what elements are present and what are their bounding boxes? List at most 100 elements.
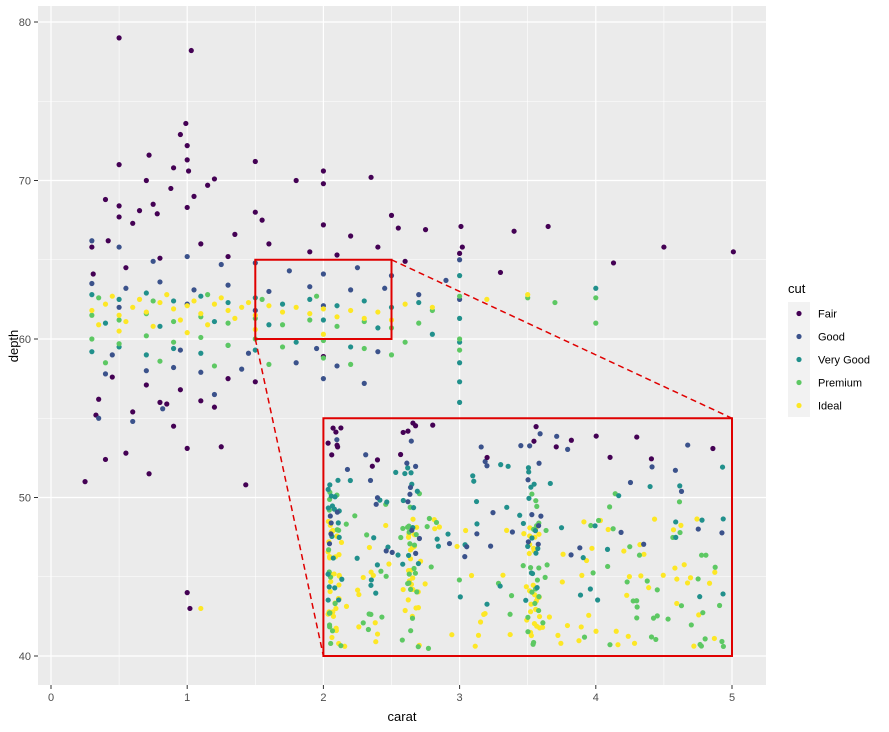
y-tick-label: 40 (19, 651, 31, 663)
inset-data-point (389, 549, 395, 556)
data-point (116, 244, 122, 250)
data-point (457, 250, 463, 257)
inset-data-point (332, 600, 338, 607)
inset-data-point (677, 483, 683, 489)
data-point (102, 301, 109, 307)
data-point (116, 35, 122, 41)
inset-data-point (673, 519, 679, 525)
data-point (293, 304, 299, 310)
inset-data-point (558, 640, 564, 646)
inset-data-point (568, 552, 574, 558)
inset-data-point (407, 484, 414, 491)
inset-data-point (684, 580, 691, 586)
inset-data-point (373, 501, 379, 507)
zoom-annotation (254, 258, 733, 657)
data-point (545, 223, 551, 230)
inset-data-point (360, 620, 366, 626)
data-point (252, 379, 258, 385)
x-axis-title: carat (388, 709, 417, 724)
inset-data-point (527, 609, 534, 615)
inset-data-point (356, 624, 362, 630)
inset-data-point (490, 510, 496, 516)
inset-data-point (564, 622, 571, 629)
data-point (184, 445, 190, 451)
inset-data-point (338, 425, 344, 431)
data-point (188, 47, 194, 54)
inset-data-point (646, 585, 652, 591)
x-tick-label: 2 (320, 692, 326, 704)
inset-data-point (373, 639, 379, 645)
data-point (146, 152, 152, 158)
inset-data-point (605, 526, 611, 533)
inset-data-point (533, 424, 539, 430)
inset-data-point (330, 613, 337, 619)
inset-data-point (463, 527, 469, 534)
inset-data-point (558, 525, 565, 531)
inset-data-point (333, 429, 339, 435)
inset-data-point (446, 540, 453, 547)
inset-data-point (615, 642, 621, 648)
inset-data-point (581, 634, 588, 640)
inset-data-point (634, 604, 640, 610)
data-point (368, 174, 374, 180)
data-point (218, 444, 224, 450)
inset-data-point (691, 643, 697, 649)
inset-data-point (356, 591, 362, 598)
data-point (348, 287, 354, 293)
inset-data-point (336, 572, 342, 578)
inset-data-point (507, 611, 513, 617)
inset-data-point (672, 467, 678, 473)
inset-data-point (407, 541, 413, 547)
data-point (102, 196, 109, 203)
inset-data-point (484, 463, 490, 469)
inset-data-point (428, 564, 434, 570)
inset-data-point (710, 445, 716, 452)
data-point (89, 292, 95, 298)
inset-data-point (477, 619, 484, 625)
data-point (232, 231, 238, 237)
inset-data-point (343, 521, 349, 527)
data-point (511, 228, 517, 234)
inset-data-point (523, 584, 529, 590)
data-point (198, 398, 204, 404)
inset-data-point (413, 605, 419, 611)
legend-label: Ideal (818, 401, 842, 413)
inset-data-point (393, 469, 399, 475)
inset-data-point (518, 443, 524, 449)
data-point (293, 360, 299, 366)
inset-data-point (374, 562, 380, 568)
data-point (143, 177, 149, 184)
inset-data-point (398, 534, 404, 541)
inset-data-point (674, 576, 680, 582)
inset-data-point (544, 562, 550, 568)
data-point (334, 303, 340, 309)
data-point (225, 299, 231, 306)
data-point (157, 279, 163, 285)
data-point (279, 309, 286, 315)
data-point (116, 317, 122, 323)
inset-data-point (697, 594, 703, 600)
inset-data-point (415, 560, 422, 567)
inset-data-point (372, 620, 378, 626)
inset-data-point (436, 524, 442, 530)
data-point (661, 244, 667, 250)
inset-data-point (329, 628, 336, 634)
inset-data-point (527, 565, 534, 571)
inset-data-point (410, 516, 416, 522)
data-point (375, 349, 381, 355)
inset-data-point (405, 580, 411, 587)
inset-data-point (636, 552, 643, 558)
x-tick-label: 3 (457, 692, 463, 704)
inset-data-point (536, 531, 542, 537)
inset-data-point (525, 539, 531, 545)
inset-data-point (590, 570, 596, 576)
inset-data-point (336, 597, 342, 603)
data-point (429, 331, 435, 337)
inset-data-point (505, 463, 511, 469)
inset-data-point (327, 513, 333, 519)
inset-data-point (529, 570, 536, 577)
data-point (388, 212, 395, 218)
data-point (184, 157, 190, 163)
inset-data-point (535, 523, 542, 529)
data-point (96, 415, 102, 421)
